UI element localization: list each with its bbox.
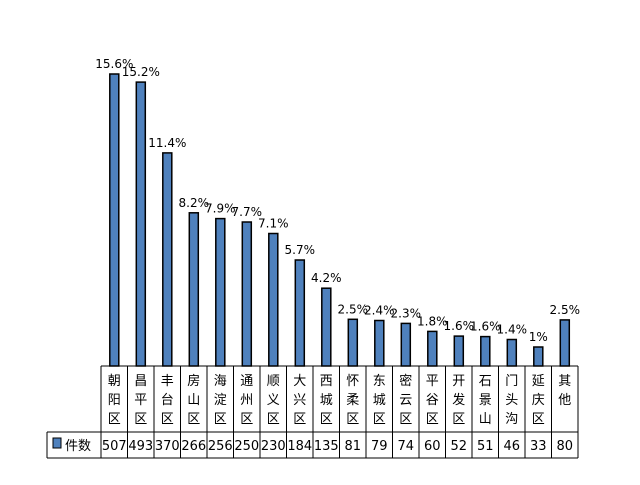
bar-17 bbox=[559, 319, 571, 367]
category-label-14: 石景山 bbox=[479, 374, 492, 427]
data-label-7: 5.7% bbox=[285, 243, 316, 257]
bar-0 bbox=[109, 73, 120, 367]
category-label-7: 大兴区 bbox=[293, 374, 306, 427]
data-label-6: 7.1% bbox=[258, 217, 289, 231]
data-label-17: 2.5% bbox=[550, 303, 581, 317]
bar-9 bbox=[347, 318, 359, 367]
count-cell-0: 507 bbox=[102, 439, 127, 454]
count-cell-8: 135 bbox=[314, 439, 339, 454]
bar-16 bbox=[533, 346, 544, 367]
category-label-1: 昌平区 bbox=[134, 374, 147, 427]
bar-5 bbox=[241, 221, 253, 367]
bar-4 bbox=[215, 217, 226, 367]
category-label-16: 延庆区 bbox=[532, 374, 545, 427]
count-cell-10: 79 bbox=[371, 439, 388, 454]
data-label-16: 1% bbox=[529, 330, 548, 344]
count-cell-16: 33 bbox=[530, 439, 547, 454]
data-label-5: 7.7% bbox=[232, 205, 263, 219]
category-label-9: 怀柔区 bbox=[346, 374, 359, 427]
bar-13 bbox=[453, 335, 465, 367]
category-label-8: 西城区 bbox=[320, 374, 333, 427]
data-label-10: 2.4% bbox=[364, 304, 395, 318]
count-cell-4: 256 bbox=[208, 439, 233, 454]
bar-2 bbox=[162, 152, 173, 367]
category-label-2: 丰台区 bbox=[161, 374, 174, 427]
count-cell-3: 266 bbox=[181, 439, 206, 454]
data-table: 朝阳区 507 昌平区 493 丰台区 370 房山区 266 海淀区 256 通州区 250 顺义区 2… bbox=[46, 365, 579, 459]
data-label-3: 8.2% bbox=[179, 196, 210, 210]
data-label-14: 1.6% bbox=[470, 320, 501, 334]
bar-14 bbox=[480, 335, 491, 367]
bar-15 bbox=[506, 338, 518, 367]
count-cell-7: 184 bbox=[287, 439, 312, 454]
category-label-11: 密云区 bbox=[399, 373, 412, 427]
data-label-8: 4.2% bbox=[311, 271, 342, 285]
category-label-17: 其他 bbox=[558, 374, 571, 408]
bar-10 bbox=[374, 319, 385, 367]
bars-layer bbox=[109, 73, 571, 367]
category-label-4: 海淀区 bbox=[214, 374, 227, 427]
category-label-6: 顺义区 bbox=[267, 374, 280, 427]
data-label-9: 2.5% bbox=[338, 302, 369, 316]
count-cell-1: 493 bbox=[128, 439, 153, 454]
data-label-15: 1.4% bbox=[497, 323, 528, 337]
count-cell-5: 250 bbox=[234, 439, 259, 454]
data-label-4: 7.9% bbox=[205, 202, 236, 216]
category-label-0: 朝阳区 bbox=[108, 374, 121, 427]
data-label-1: 15.2% bbox=[122, 65, 160, 79]
count-cell-9: 81 bbox=[345, 439, 362, 454]
pct-labels-layer: 15.6%15.2% 11.4% 8.2%7.9%7.7%7.1% 5.7% 4.2% 2… bbox=[95, 57, 580, 344]
count-cell-15: 46 bbox=[504, 439, 521, 454]
count-cell-14: 51 bbox=[477, 439, 494, 454]
bar-11 bbox=[400, 322, 412, 367]
data-label-12: 1.8% bbox=[417, 314, 448, 328]
bar-12 bbox=[427, 330, 438, 367]
bar-1 bbox=[135, 81, 147, 367]
count-cell-2: 370 bbox=[155, 439, 180, 454]
data-label-0: 15.6% bbox=[95, 57, 133, 71]
category-label-12: 平谷区 bbox=[426, 374, 439, 427]
bar-6 bbox=[268, 232, 279, 367]
category-label-13: 开发区 bbox=[452, 374, 465, 427]
category-label-5: 通州区 bbox=[240, 374, 253, 427]
data-label-11: 2.3% bbox=[391, 306, 422, 320]
category-label-3: 房山区 bbox=[187, 373, 200, 427]
category-label-15: 门头沟 bbox=[505, 374, 518, 427]
legend-series-name: 件数 bbox=[65, 439, 91, 454]
bar-8 bbox=[321, 287, 332, 367]
bar-7 bbox=[294, 259, 306, 367]
count-cell-11: 74 bbox=[398, 439, 415, 454]
data-label-13: 1.6% bbox=[444, 319, 475, 333]
count-cell-17: 80 bbox=[557, 439, 574, 454]
legend-swatch bbox=[52, 437, 62, 449]
count-cell-12: 60 bbox=[424, 439, 441, 454]
bar-3 bbox=[188, 212, 200, 367]
count-cell-13: 52 bbox=[451, 439, 468, 454]
data-label-2: 11.4% bbox=[148, 136, 186, 150]
count-cell-6: 230 bbox=[261, 439, 286, 454]
category-label-10: 东城区 bbox=[373, 374, 386, 427]
